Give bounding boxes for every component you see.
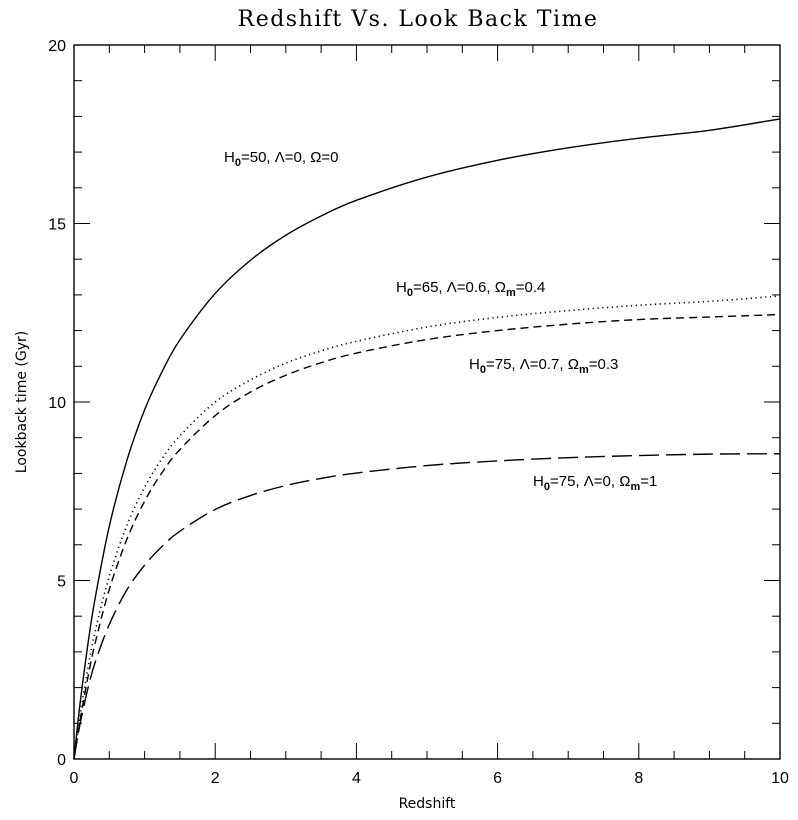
x-tick-label: 0: [70, 770, 79, 787]
curve-label-4: H0=75, Λ=0, Ωm=1: [533, 473, 657, 493]
y-tick-label: 5: [57, 574, 66, 591]
curve-label-3: H0=75, Λ=0.7, Ωm=0.3: [469, 356, 618, 376]
x-axis-label: Redshift: [399, 796, 456, 812]
y-tick-label: 0: [57, 752, 66, 769]
x-axis: 0 2 4 6 8 10: [70, 45, 789, 787]
x-tick-label: 8: [634, 770, 643, 787]
curve-series-3: [73, 313, 781, 760]
y-axis-label: Lookback time (Gyr): [14, 331, 30, 473]
plot-frame: [73, 44, 781, 760]
x-tick-label: 6: [493, 770, 502, 787]
x-tick-label: 10: [771, 770, 789, 787]
chart-title: Redshift Vs. Look Back Time: [238, 7, 599, 32]
x-tick-label: 2: [211, 770, 220, 787]
y-axis: 0 5 10 15 20: [48, 38, 780, 769]
curves-group: [73, 118, 781, 760]
curve-label-2: H0=65, Λ=0.6, Ωm=0.4: [396, 279, 545, 299]
x-tick-label: 4: [352, 770, 361, 787]
curve-labels-group: H0=50, Λ=0, Ω=0 H0=65, Λ=0.6, Ωm=0.4 H0=75…: [224, 149, 657, 493]
curve-label-1: H0=50, Λ=0, Ω=0: [224, 149, 339, 169]
y-tick-label: 10: [48, 395, 66, 412]
y-tick-label: 15: [48, 217, 66, 234]
curve-series-4: [73, 453, 781, 760]
curve-series-1: [73, 118, 781, 760]
y-tick-label: 20: [48, 38, 66, 55]
curve-series-2: [73, 295, 781, 760]
